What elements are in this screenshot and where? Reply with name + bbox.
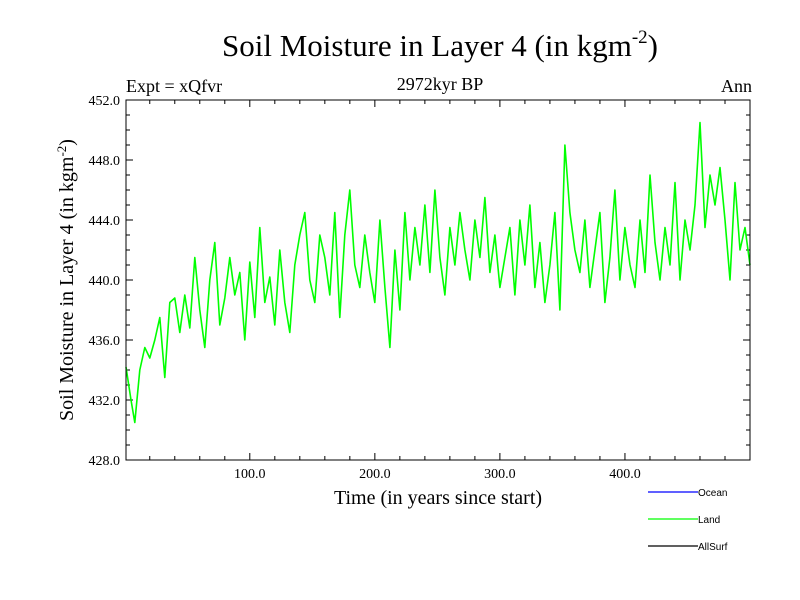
- y-axis-label-exponent: -2: [54, 146, 69, 157]
- x-tick-label: 300.0: [484, 467, 516, 482]
- experiment-label: Expt = xQfvr: [126, 76, 223, 96]
- y-tick-label: 444.0: [89, 214, 121, 229]
- x-tick-label: 200.0: [359, 467, 391, 482]
- legend-label-ocean: Ocean: [698, 488, 727, 499]
- chart-title: Soil Moisture in Layer 4 (in kgm-2): [0, 26, 800, 64]
- season-label: Ann: [721, 76, 752, 96]
- legend: Ocean Land AllSurf: [648, 488, 728, 553]
- y-axis-label-main: Soil Moisture in Layer 4 (in kgm: [56, 156, 78, 421]
- series-group: [125, 121, 751, 424]
- plot-frame: [125, 99, 751, 461]
- chart-subtitle: 2972kyr BP: [396, 74, 484, 94]
- y-tick-label: 440.0: [89, 274, 121, 289]
- legend-label-land: Land: [698, 515, 720, 526]
- x-axis-label: Time (in years since start): [334, 487, 542, 509]
- x-tick-label: 400.0: [609, 467, 641, 482]
- y-tick-label: 432.0: [89, 394, 121, 409]
- y-tick-label: 452.0: [89, 94, 121, 109]
- y-tick-label: 448.0: [89, 154, 121, 169]
- title-main: Soil Moisture in Layer 4 (in kgm: [222, 28, 632, 63]
- title-exponent: -2: [631, 26, 648, 48]
- y-axis-label-close: ): [56, 139, 78, 146]
- x-tick-label: 100.0: [234, 467, 266, 482]
- y-tick-label: 436.0: [89, 334, 121, 349]
- x-ticks: 100.0 200.0 300.0 400.0: [149, 100, 726, 482]
- series-line-land: [125, 121, 751, 424]
- y-tick-label: 428.0: [89, 454, 121, 469]
- y-axis-label: Soil Moisture in Layer 4 (in kgm-2): [54, 139, 79, 421]
- legend-label-allsurf: AllSurf: [698, 542, 728, 553]
- title-close: ): [647, 28, 658, 63]
- y-ticks: 428.0 432.0 436.0 440.0 444.0 448.0 452.0: [89, 94, 750, 469]
